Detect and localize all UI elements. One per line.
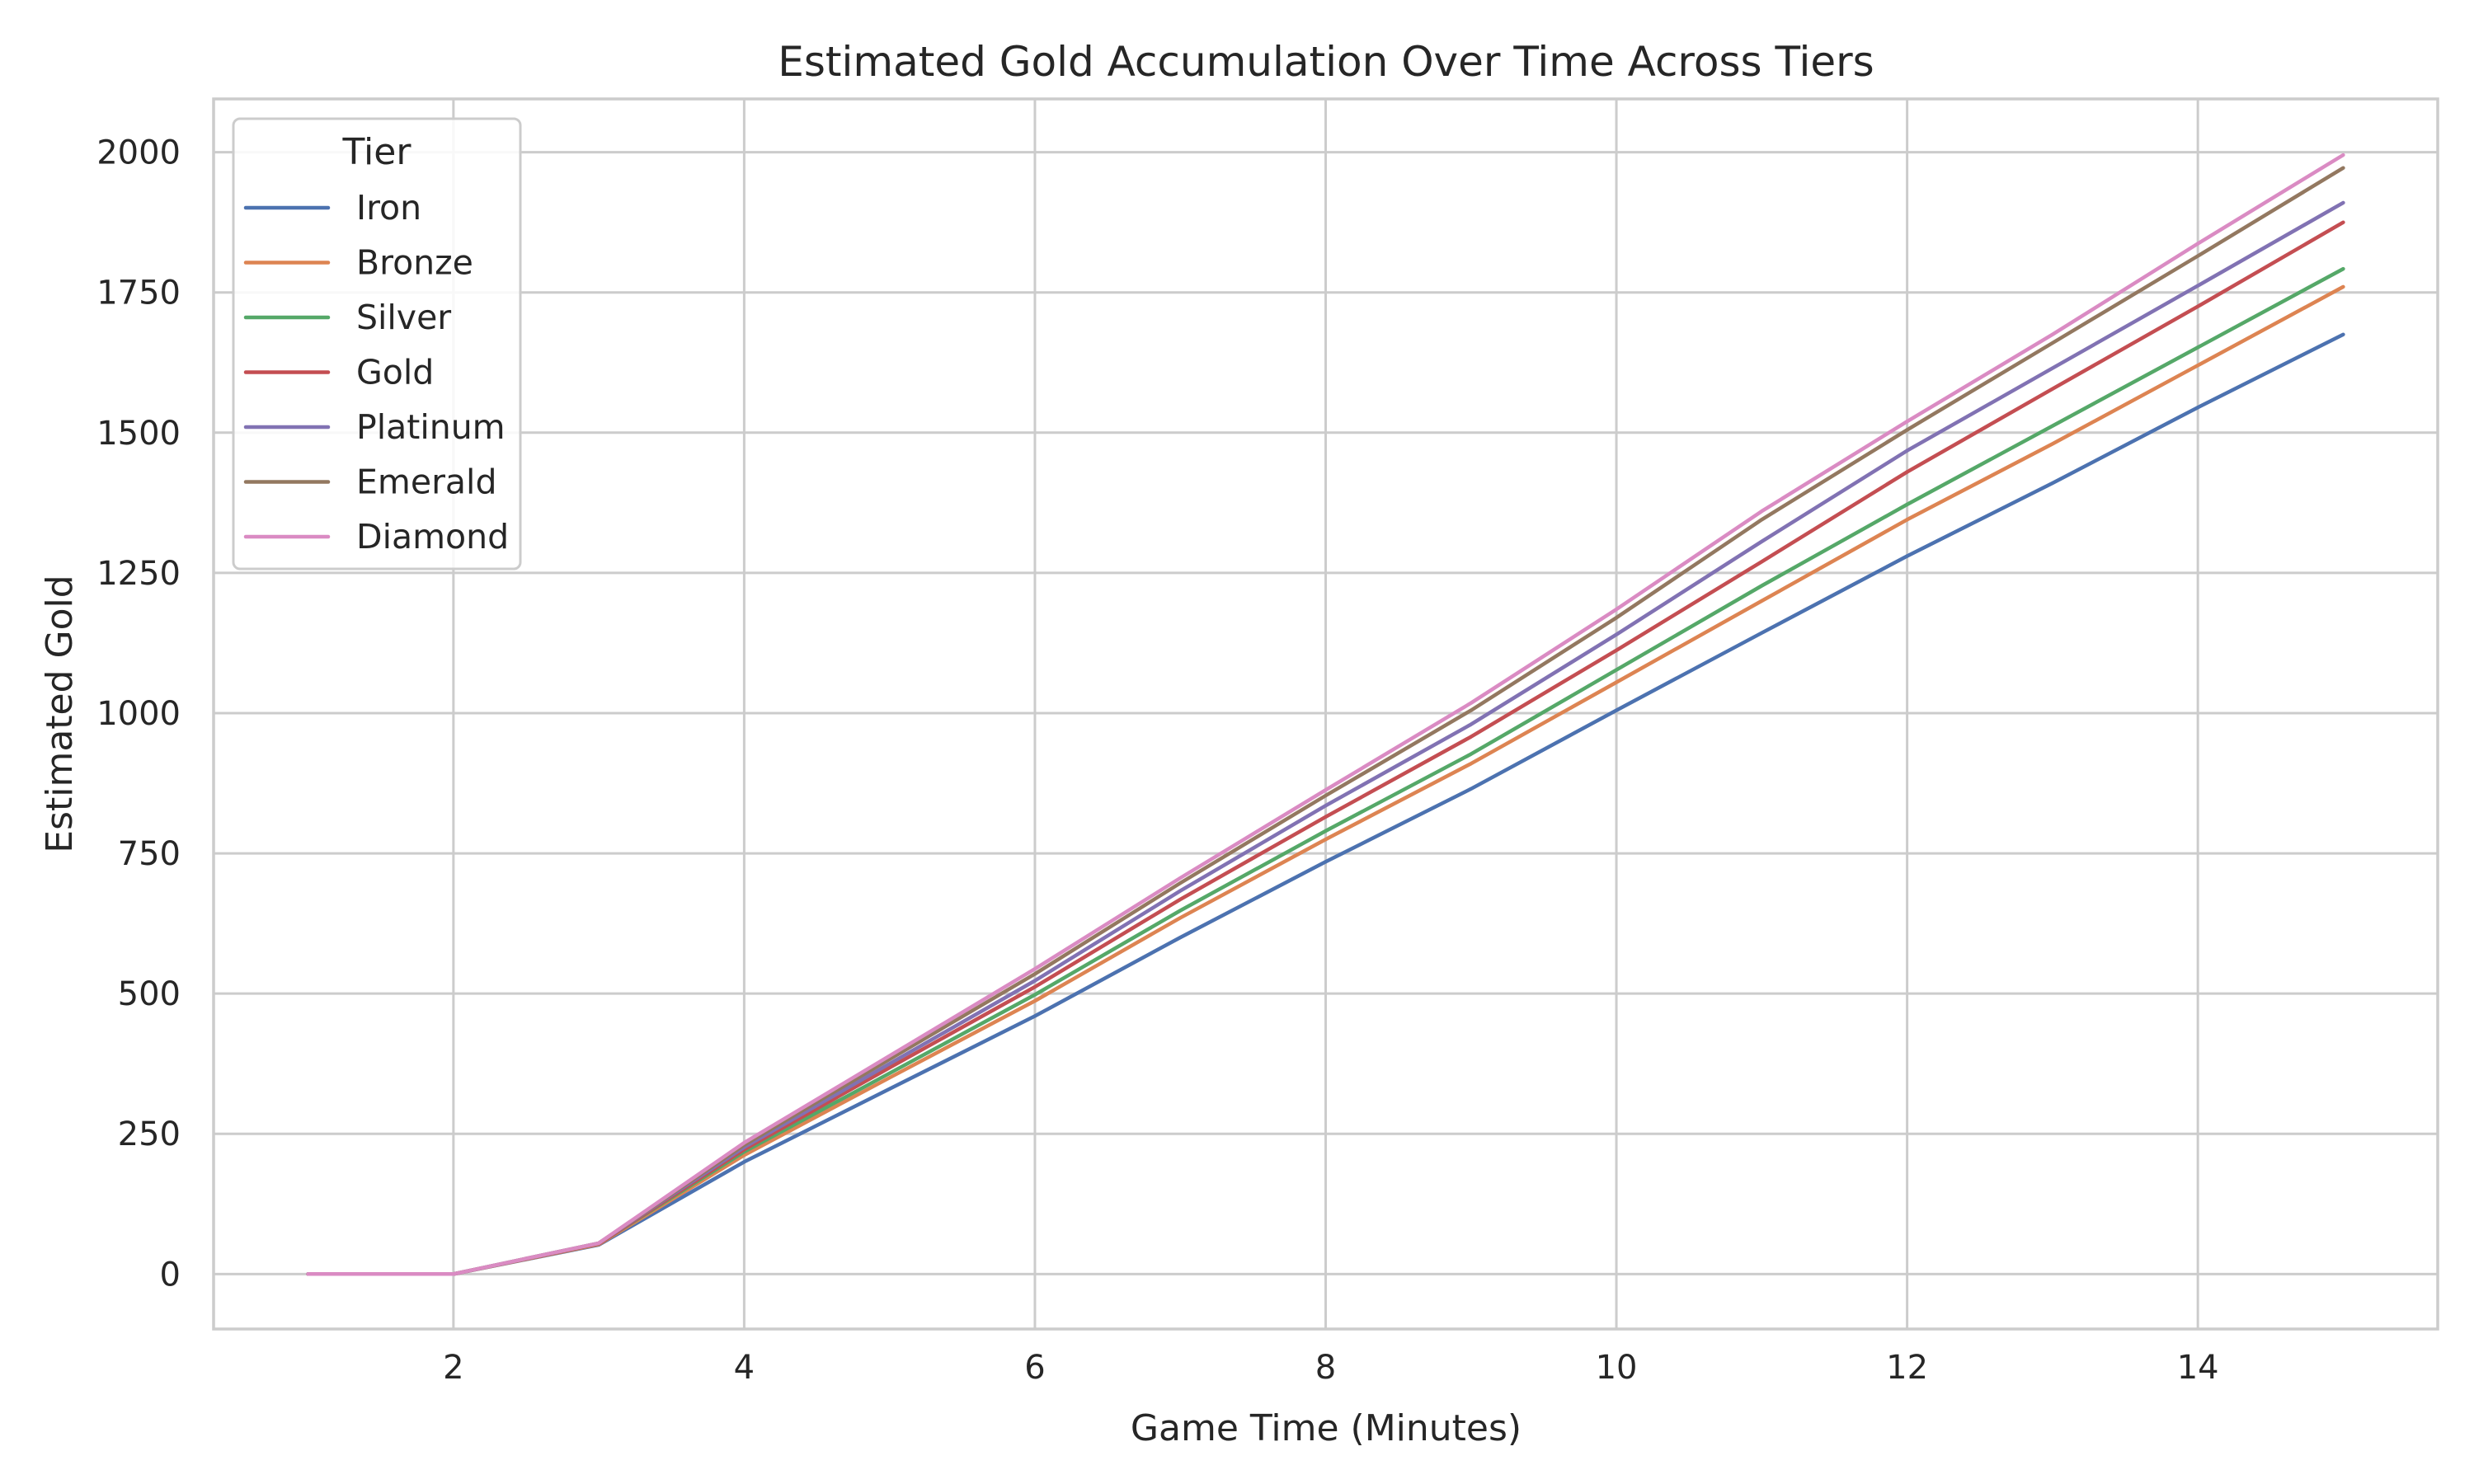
y-tick-label: 1250 xyxy=(96,555,181,593)
y-tick-label: 0 xyxy=(160,1256,181,1294)
x-axis-label: Game Time (Minutes) xyxy=(1131,1407,1522,1449)
legend-title: Tier xyxy=(342,131,412,173)
y-axis-label: Estimated Gold xyxy=(39,575,81,852)
y-tick-label: 1500 xyxy=(96,415,181,453)
legend: Tier Iron Bronze Silver Gold Platinum Emerald… xyxy=(232,117,522,571)
y-tick-label: 500 xyxy=(118,975,181,1013)
legend-label-silver: Silver xyxy=(356,298,451,337)
x-tick-label: 14 xyxy=(2177,1349,2219,1387)
legend-label-iron: Iron xyxy=(356,188,421,228)
y-tick-label: 2000 xyxy=(96,134,181,172)
plot-frame xyxy=(212,97,2439,1331)
legend-label-emerald: Emerald xyxy=(356,463,496,502)
chart-title: Estimated Gold Accumulation Over Time Ac… xyxy=(778,38,1874,86)
legend-label-diamond: Diamond xyxy=(356,517,509,556)
legend-label-gold: Gold xyxy=(356,353,434,392)
series-line-iron xyxy=(306,332,2345,1276)
y-tick-label: 1750 xyxy=(96,275,181,312)
y-tick-label: 750 xyxy=(118,835,181,873)
x-tick-label: 12 xyxy=(1886,1349,1928,1387)
legend-label-bronze: Bronze xyxy=(356,243,473,283)
x-axis-ticks: 2 4 6 8 10 12 14 xyxy=(443,1349,2218,1387)
y-axis-ticks: 0 250 500 750 1000 1250 1500 1750 2000 xyxy=(96,134,181,1294)
x-tick-label: 10 xyxy=(1596,1349,1638,1387)
series-line-diamond xyxy=(306,153,2345,1276)
x-tick-label: 8 xyxy=(1315,1349,1336,1387)
legend-items: Iron Bronze Silver Gold Platinum Emerald Diamo… xyxy=(243,188,509,556)
y-tick-label: 1000 xyxy=(96,695,181,733)
x-tick-label: 4 xyxy=(734,1349,755,1387)
grid xyxy=(214,99,2438,1329)
series-lines xyxy=(306,153,2345,1276)
x-tick-label: 2 xyxy=(443,1349,463,1387)
x-tick-label: 6 xyxy=(1024,1349,1045,1387)
y-tick-label: 250 xyxy=(118,1115,181,1153)
legend-box xyxy=(232,117,522,571)
legend-label-platinum: Platinum xyxy=(356,407,506,447)
